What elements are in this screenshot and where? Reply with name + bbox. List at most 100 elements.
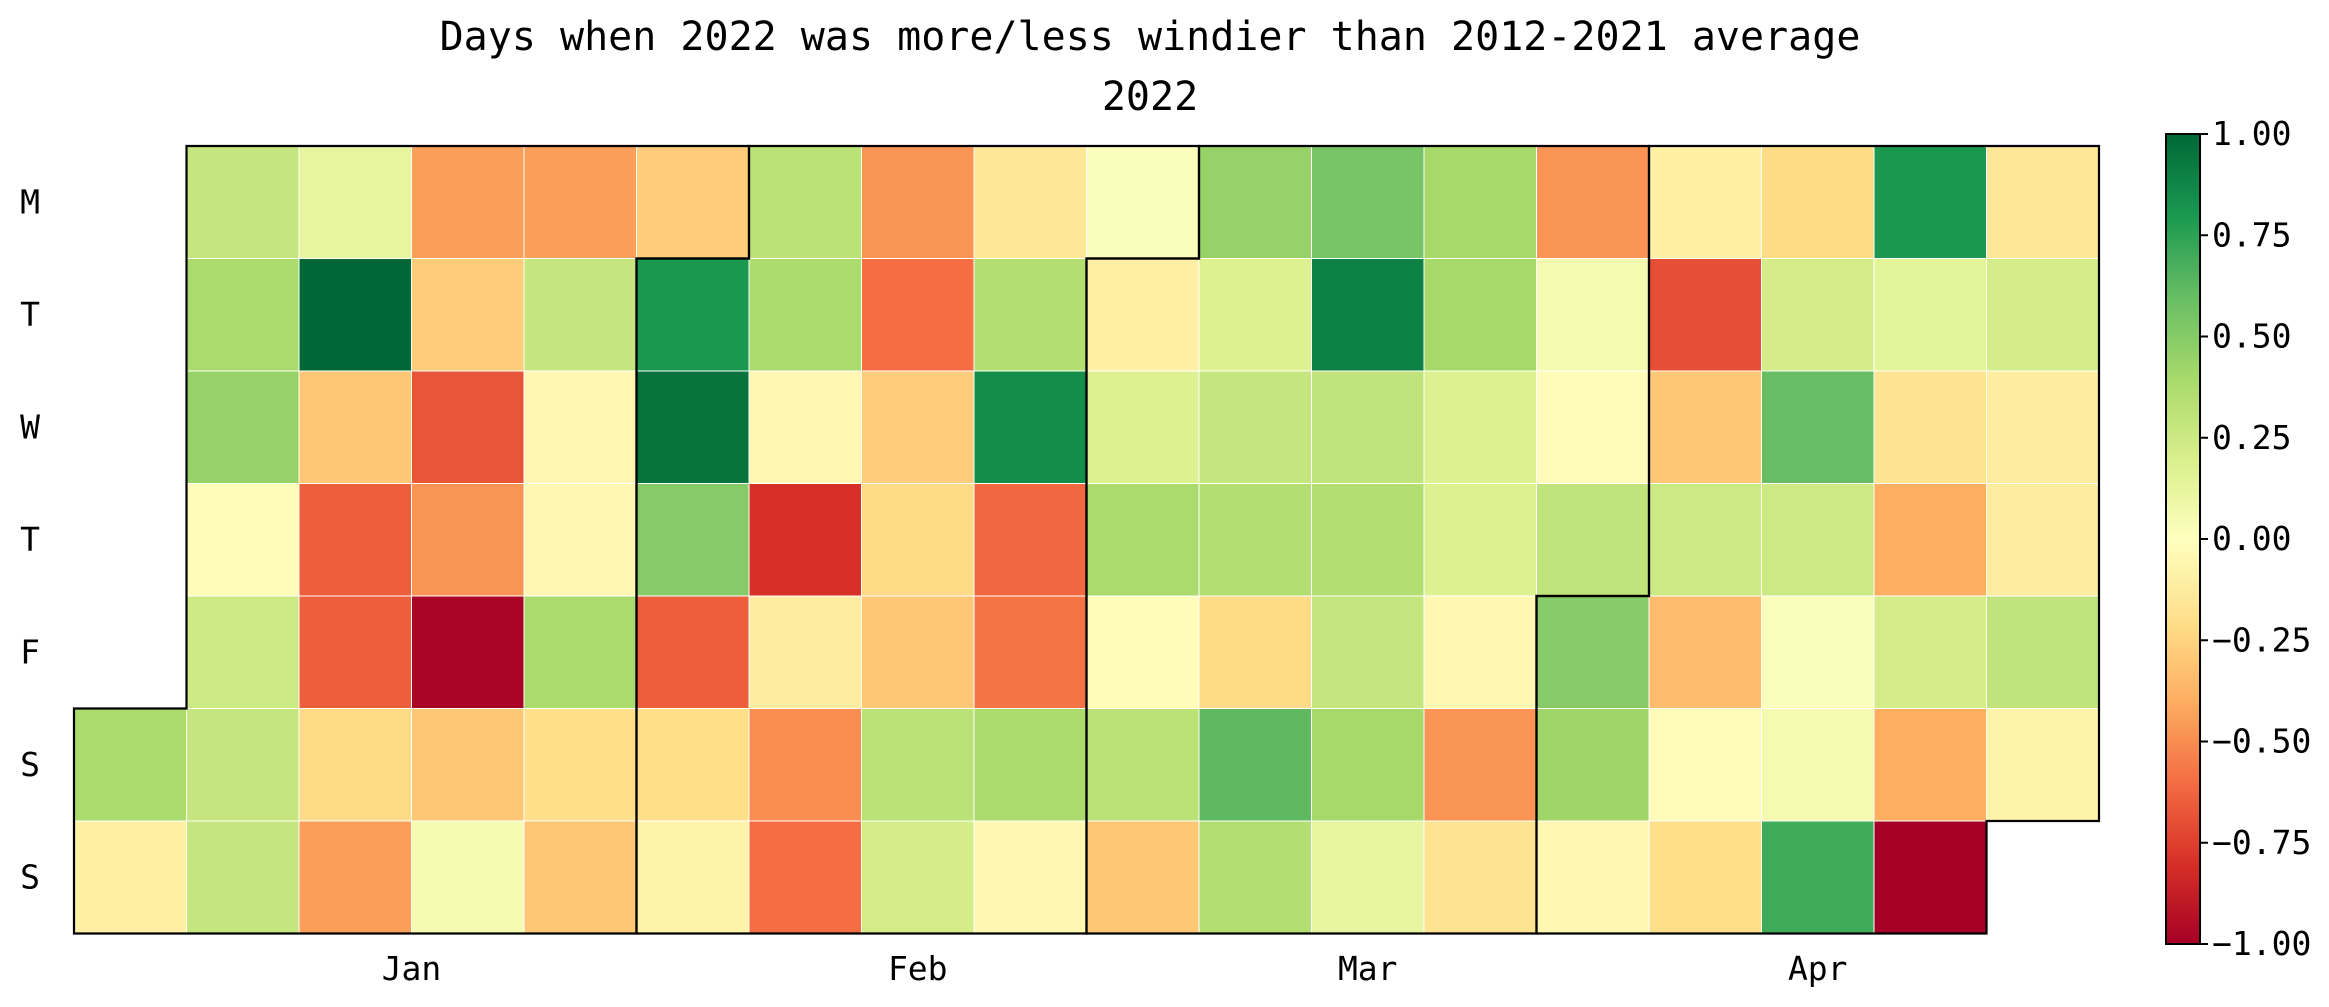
heatmap-cell — [636, 258, 750, 372]
heatmap-cell — [748, 820, 862, 934]
heatmap-cell — [73, 820, 187, 934]
heatmap-cell — [1198, 483, 1312, 597]
heatmap-cell — [1086, 483, 1200, 597]
heatmap-cell — [1198, 595, 1312, 709]
heatmap-cell — [1311, 258, 1425, 372]
heatmap-cell — [411, 483, 525, 597]
month-border — [1535, 144, 2101, 935]
heatmap-cell — [748, 595, 862, 709]
colorbar-tick-label: 0.25 — [2212, 418, 2291, 457]
colorbar: 1.00 0.75 0.50 0.25 0.00 −0.25 −0.50 −0.75 −1.00 — [2165, 114, 2311, 963]
heatmap-cell — [1761, 820, 1875, 934]
day-label: F — [20, 632, 40, 671]
heatmap-cell — [1761, 708, 1875, 822]
heatmap-cell — [1648, 595, 1762, 709]
heatmap-cell — [861, 708, 975, 822]
heatmap-cell — [186, 820, 300, 934]
heatmap-cell — [1536, 258, 1650, 372]
heatmap-cell — [1648, 483, 1762, 597]
heatmap-cell — [748, 145, 862, 259]
heatmap-cell — [861, 595, 975, 709]
month-label: Feb — [888, 949, 948, 988]
day-label: W — [20, 407, 40, 446]
heatmap-cell — [1198, 370, 1312, 484]
heatmap-cell — [298, 483, 412, 597]
heatmap-cell — [411, 258, 525, 372]
heatmap-cell — [1086, 595, 1200, 709]
heatmap-cell — [1311, 370, 1425, 484]
day-label: S — [20, 745, 40, 784]
heatmap-cell — [411, 145, 525, 259]
heatmap-cell — [1986, 483, 2100, 597]
heatmap-cell — [1648, 145, 1762, 259]
heatmap-cell — [636, 708, 750, 822]
heatmap-cell — [1198, 708, 1312, 822]
heatmap-cell — [1873, 258, 1987, 372]
heatmap-cell — [1986, 370, 2100, 484]
heatmap-cell — [861, 370, 975, 484]
heatmap-cell — [1086, 820, 1200, 934]
heatmap-cell — [186, 595, 300, 709]
heatmap-cell — [186, 370, 300, 484]
heatmap-cell — [973, 145, 1087, 259]
colorbar-tick-label: 1.00 — [2212, 114, 2291, 153]
heatmap-cell — [411, 595, 525, 709]
heatmap-cell — [1536, 370, 1650, 484]
heatmap-cell — [1986, 145, 2100, 259]
heatmap-cell — [748, 483, 862, 597]
heatmap-cell — [1423, 595, 1537, 709]
heatmap-cell — [1536, 483, 1650, 597]
colorbar-tick-label: −1.00 — [2212, 924, 2311, 963]
heatmap-cell — [73, 708, 187, 822]
heatmap-cell — [1648, 370, 1762, 484]
heatmap-cell — [298, 370, 412, 484]
heatmap-cell — [1873, 708, 1987, 822]
heatmap-cell — [973, 258, 1087, 372]
heatmap-cell — [861, 145, 975, 259]
heatmap-cell — [1986, 708, 2100, 822]
heatmap-cell — [861, 820, 975, 934]
heatmap-cell — [1423, 258, 1537, 372]
heatmap-cell — [298, 145, 412, 259]
heatmap-cell — [523, 258, 637, 372]
heatmap-cell — [1086, 145, 1200, 259]
heatmap-cell — [411, 820, 525, 934]
heatmap-cell — [748, 708, 862, 822]
colorbar-tick-label: −0.50 — [2212, 722, 2311, 761]
heatmap-cell — [1536, 820, 1650, 934]
heatmap-cell — [298, 258, 412, 372]
heatmap-cell — [1873, 145, 1987, 259]
heatmap-cell — [523, 708, 637, 822]
heatmap-cells — [73, 145, 2100, 934]
day-label: T — [20, 295, 40, 334]
heatmap-cell — [1648, 708, 1762, 822]
heatmap-cell — [523, 145, 637, 259]
heatmap-cell — [1761, 258, 1875, 372]
day-label: S — [20, 857, 40, 896]
colorbar-tick-label: 0.75 — [2212, 215, 2291, 254]
heatmap-cell — [1311, 820, 1425, 934]
heatmap-cell — [1761, 145, 1875, 259]
heatmap-cell — [1986, 258, 2100, 372]
heatmap-cell — [1311, 595, 1425, 709]
heatmap-cell — [1198, 145, 1312, 259]
day-axis-labels: M T W T F S S — [20, 182, 40, 896]
heatmap-cell — [636, 483, 750, 597]
heatmap-cell — [1761, 595, 1875, 709]
heatmap-cell — [523, 370, 637, 484]
heatmap-cell — [636, 595, 750, 709]
colorbar-tick-label: 0.50 — [2212, 317, 2291, 356]
colorbar-tick-label: −0.25 — [2212, 620, 2311, 659]
heatmap-cell — [411, 370, 525, 484]
heatmap-cell — [523, 820, 637, 934]
heatmap-cell — [748, 258, 862, 372]
heatmap-cell — [523, 595, 637, 709]
heatmap-cell — [1311, 708, 1425, 822]
heatmap-cell — [186, 708, 300, 822]
heatmap-cell — [973, 370, 1087, 484]
heatmap-cell — [1423, 145, 1537, 259]
heatmap-cell — [1086, 370, 1200, 484]
heatmap-cell — [1536, 708, 1650, 822]
heatmap-cell — [1873, 595, 1987, 709]
heatmap-cell — [186, 145, 300, 259]
